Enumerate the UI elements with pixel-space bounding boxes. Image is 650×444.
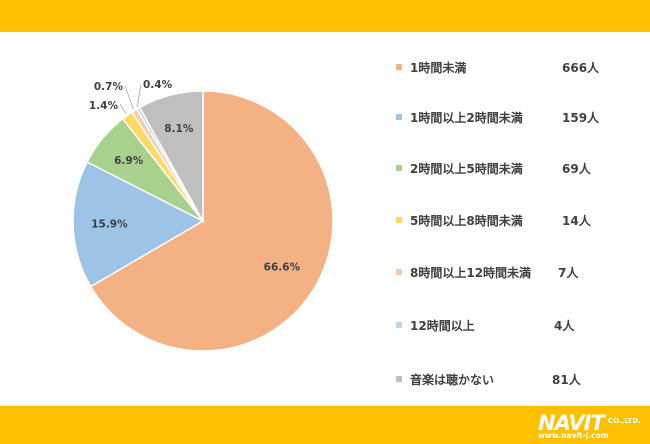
- legend-count: 4人: [554, 319, 575, 333]
- company-logo: NAVIT CO.,LTD. www.navit-j.com: [538, 412, 646, 440]
- pie-chart: 66.6% 15.9% 6.9% 1.4% 0.7% 0.4% 8.1%: [72, 79, 334, 352]
- pie-label-under-1h: 66.6%: [264, 261, 301, 273]
- legend-count: 69人: [562, 162, 591, 176]
- legend-count: 159人: [562, 111, 600, 125]
- pie-slice-no-music: [138, 90, 204, 224]
- legend-item-over-12h: 12時間以上 4人: [396, 318, 636, 334]
- legend-label: 1時間未満: [410, 61, 467, 75]
- legend-item-5h-8h: 5時間以上8時間未満 14人: [396, 213, 636, 229]
- legend-label: 5時間以上8時間未満: [410, 214, 523, 228]
- legend-count: 666人: [562, 61, 600, 75]
- legend-count: 7人: [558, 266, 579, 280]
- legend-count: 81人: [552, 373, 581, 387]
- legend-swatch: [396, 114, 402, 120]
- legend-swatch: [396, 376, 402, 382]
- legend-label: 音楽は聴かない: [410, 373, 495, 387]
- legend-item-2h-5h: 2時間以上5時間未満 69人: [396, 161, 636, 177]
- legend-item-8h-12h: 8時間以上12時間未満 7人: [396, 265, 636, 281]
- leader-line-over-12h: [136, 83, 142, 107]
- leader-line-5h-8h: [119, 103, 127, 114]
- legend-count: 14人: [562, 214, 591, 228]
- logo-name: NAVIT: [538, 411, 605, 435]
- leader-line-8h-12h: [124, 85, 134, 110]
- pie-slice-under-1h: [89, 90, 334, 352]
- legend-swatch: [396, 322, 402, 328]
- legend-label: 8時間以上12時間未満: [410, 266, 532, 280]
- legend-item-1h-2h: 1時間以上2時間未満 159人: [396, 110, 636, 126]
- pie-label-8h-12h: 0.7%: [94, 81, 124, 93]
- pie-label-1h-2h: 15.9%: [91, 219, 128, 231]
- legend-label: 2時間以上5時間未満: [410, 162, 523, 176]
- legend-swatch: [396, 217, 402, 223]
- pie-label-5h-8h: 1.4%: [89, 100, 119, 112]
- legend-label: 12時間以上: [410, 319, 475, 333]
- legend-swatch: [396, 269, 402, 275]
- pie-label-no-music: 8.1%: [164, 123, 194, 135]
- logo-url: www.navit-j.com: [538, 431, 609, 440]
- legend-swatch: [396, 64, 402, 70]
- chart-legend: 1時間未満 666人 1時間以上2時間未満 159人 2時間以上5時間未満 69…: [396, 0, 636, 406]
- bottom-banner-bar: [0, 406, 650, 444]
- pie-label-over-12h: 0.4%: [143, 79, 173, 91]
- legend-item-no-music: 音楽は聴かない 81人: [396, 372, 636, 388]
- legend-label: 1時間以上2時間未満: [410, 111, 523, 125]
- legend-swatch: [396, 165, 402, 171]
- pie-label-2h-5h: 6.9%: [114, 155, 144, 167]
- legend-item-under-1h: 1時間未満 666人: [396, 60, 636, 76]
- top-banner-bar: [0, 0, 650, 32]
- pie-slice-1h-2h: [72, 160, 205, 288]
- logo-suffix: CO.,LTD.: [608, 417, 641, 425]
